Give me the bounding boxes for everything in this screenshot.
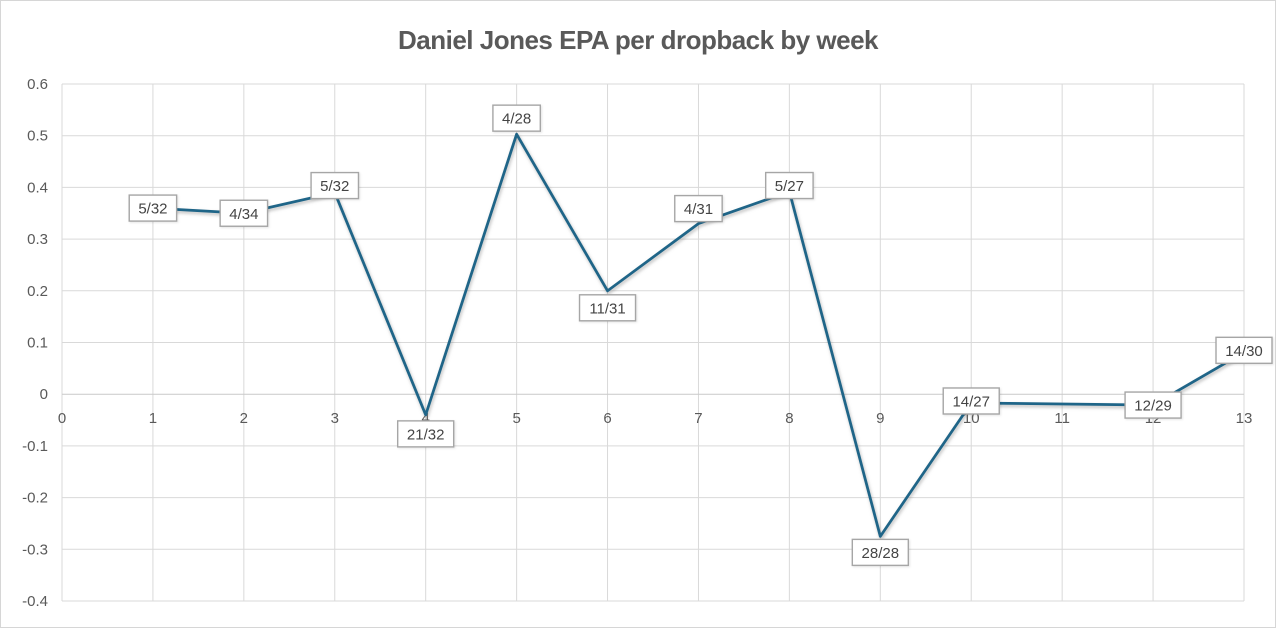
data-label-box: [1215, 336, 1273, 365]
x-axis-tick-label: 3: [331, 410, 339, 427]
data-label-box: [578, 294, 637, 322]
data-label: 5/27: [764, 171, 814, 200]
data-label-value: 21/32: [407, 426, 445, 443]
data-label-box: [219, 199, 269, 227]
data-label: 4/34: [219, 199, 269, 227]
data-label: 4/28: [492, 104, 542, 132]
data-label-box: [764, 171, 814, 200]
data-label-value: 5/32: [320, 178, 349, 195]
y-axis-tick-label: -0.2: [22, 490, 48, 507]
data-label-value: 12/29: [1134, 398, 1172, 415]
y-axis-tick-label: 0.3: [27, 231, 48, 248]
data-label-box: [942, 387, 1000, 415]
data-label-value: 28/28: [862, 545, 900, 562]
y-axis-tick-label: 0: [40, 386, 48, 403]
data-label: 14/27: [942, 387, 1000, 415]
y-axis-tick-label: -0.4: [22, 593, 48, 610]
x-axis-tick-label: 9: [876, 410, 884, 427]
data-label: 5/32: [310, 171, 360, 200]
x-axis-tick-label: 13: [1236, 410, 1253, 427]
data-label: 5/32: [128, 194, 178, 222]
data-label-value: 4/34: [229, 206, 258, 223]
data-label-value: 14/27: [952, 393, 990, 410]
y-axis-tick-label: -0.1: [22, 438, 48, 455]
data-label-box: [396, 420, 455, 448]
data-label: 4/31: [674, 194, 723, 223]
data-label: 14/30: [1215, 336, 1273, 365]
data-label: 28/28: [851, 538, 910, 567]
data-label-box: [128, 194, 178, 222]
x-axis-tick-label: 4: [422, 410, 430, 427]
data-label-box: [674, 194, 723, 223]
data-label-box: [851, 538, 910, 567]
y-axis-tick-label: 0.4: [27, 179, 48, 196]
data-label-box: [310, 171, 360, 200]
y-axis-tick-label: 0.6: [27, 76, 48, 93]
x-axis-tick-label: 0: [58, 410, 66, 427]
y-axis-tick-label: 0.5: [27, 128, 48, 145]
data-label-value: 11/31: [589, 300, 625, 317]
x-axis-tick-label: 1: [149, 410, 157, 427]
data-label-value: 5/32: [138, 201, 167, 218]
x-axis-tick-label: 2: [240, 410, 248, 427]
x-axis-tick-label: 11: [1054, 410, 1070, 427]
x-axis-tick-label: 5: [512, 410, 520, 427]
data-label: 11/31: [578, 294, 637, 322]
data-label-value: 4/31: [684, 201, 713, 218]
data-label: 21/32: [396, 420, 455, 448]
x-axis-tick-label: 6: [603, 410, 611, 427]
data-label: 12/29: [1124, 391, 1182, 419]
y-axis-tick-label: 0.2: [27, 283, 48, 300]
data-label-value: 4/28: [502, 111, 531, 128]
data-label-value: 5/27: [775, 178, 804, 195]
y-axis-tick-label: -0.3: [22, 541, 48, 558]
chart-title: Daniel Jones EPA per dropback by week: [397, 25, 879, 55]
x-axis-tick-label: 8: [785, 410, 793, 427]
x-axis-tick-label: 7: [694, 410, 702, 427]
data-label-box: [1124, 391, 1182, 419]
data-label-value: 14/30: [1225, 343, 1263, 360]
y-axis-tick-label: 0.1: [27, 335, 48, 352]
data-label-box: [492, 104, 542, 132]
